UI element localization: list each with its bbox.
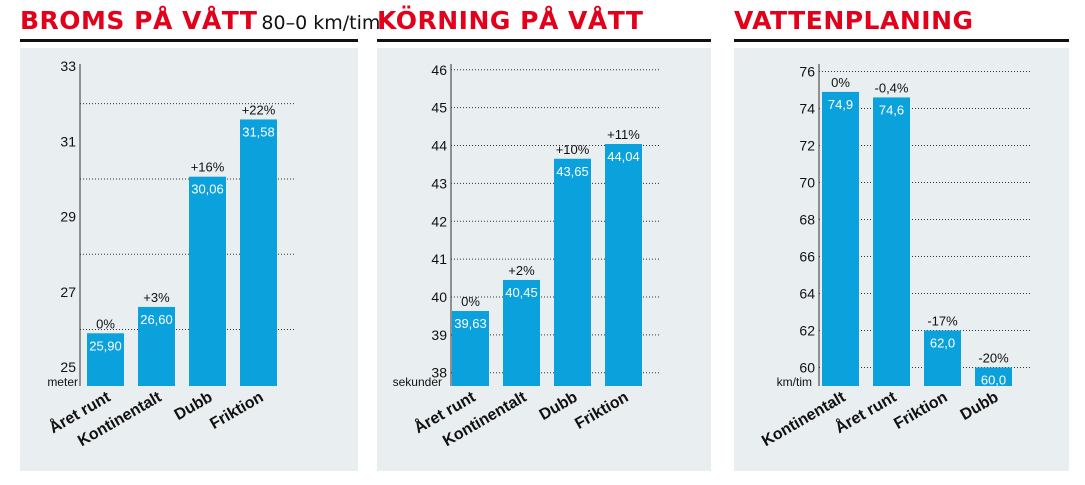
bar-chart-vattenplaning: 60 62 64 66 68 70 72 74 76 km/tim 74,9 0% Kontinenta… xyxy=(759,64,1030,450)
x-category-label: Kontinentalt xyxy=(759,388,849,450)
bar xyxy=(138,306,175,386)
bar-percent-label: -0,4% xyxy=(875,80,909,95)
bar xyxy=(554,158,591,386)
chart-title-row: KÖRNING PÅ VÅTT xyxy=(377,4,647,38)
bar-percent-label: 0% xyxy=(831,75,850,90)
bar-percent-label: +3% xyxy=(143,290,170,305)
y-tick-label: 66 xyxy=(799,249,815,265)
y-tick-label: 43 xyxy=(431,175,447,191)
y-tick-label: 60 xyxy=(799,360,815,376)
y-tick-label: 39 xyxy=(431,327,447,343)
chart-title-row: BROMS PÅ VÅTT 80–0 km/tim xyxy=(20,4,380,38)
bar-value-label: 25,90 xyxy=(89,338,122,353)
bar-value-label: 44,04 xyxy=(607,149,640,164)
bar-percent-label: -20% xyxy=(978,351,1009,366)
title-rule xyxy=(20,39,358,42)
bar-value-label: 39,63 xyxy=(454,316,487,331)
chart-panel-broms: BROMS PÅ VÅTT 80–0 km/tim 25 27 29 31 33 mete… xyxy=(20,0,380,485)
y-tick-label: 70 xyxy=(799,175,815,191)
bar-value-label: 62,0 xyxy=(930,336,955,351)
bar xyxy=(87,333,124,386)
bar xyxy=(240,119,277,386)
bar-percent-label: +22% xyxy=(242,102,276,117)
bar-percent-label: -17% xyxy=(927,314,958,329)
bar xyxy=(924,330,961,386)
bar xyxy=(975,367,1012,386)
y-tick-label: 42 xyxy=(431,213,447,229)
y-tick-label: 33 xyxy=(60,58,76,74)
y-tick-label: 29 xyxy=(60,209,76,225)
y-axis-label: km/tim xyxy=(777,375,812,389)
chart-title: VATTENPLANING xyxy=(734,6,974,35)
chart-panel-korning: KÖRNING PÅ VÅTT 38 39 40 41 42 43 44 45 46 sekund… xyxy=(377,0,717,485)
bar xyxy=(873,97,910,387)
x-category-label: Friktion xyxy=(572,389,631,433)
title-rule xyxy=(377,39,711,42)
x-category-label: Dubb xyxy=(958,389,1002,424)
bar-value-label: 40,45 xyxy=(505,285,538,300)
y-tick-label: 68 xyxy=(799,212,815,228)
bar xyxy=(452,311,489,386)
bar-value-label: 30,06 xyxy=(191,182,224,197)
x-category-label: Friktion xyxy=(891,389,950,433)
bar xyxy=(605,144,642,386)
bar-value-label: 31,58 xyxy=(242,124,275,139)
y-tick-label: 64 xyxy=(799,286,815,302)
title-rule xyxy=(734,39,1069,42)
bar-value-label: 43,65 xyxy=(556,164,589,179)
y-tick-label: 62 xyxy=(799,323,815,339)
bar-percent-label: +10% xyxy=(556,142,590,157)
y-tick-label: 40 xyxy=(431,289,447,305)
chart-title-row: VATTENPLANING xyxy=(734,4,978,38)
chart-title: BROMS PÅ VÅTT xyxy=(20,6,258,35)
bar-percent-label: +16% xyxy=(191,160,225,175)
bar-percent-label: +2% xyxy=(508,263,535,278)
bar-value-label: 60,0 xyxy=(981,373,1006,388)
bar-value-label: 26,60 xyxy=(140,312,173,327)
chart-title: KÖRNING PÅ VÅTT xyxy=(377,6,644,35)
y-tick-label: 72 xyxy=(799,138,815,154)
bar-percent-label: 0% xyxy=(96,316,115,331)
y-tick-label: 27 xyxy=(60,284,76,300)
chart-subtitle: 80–0 km/tim xyxy=(261,12,381,34)
bar-percent-label: +11% xyxy=(607,127,640,142)
bar-percent-label: 0% xyxy=(461,294,480,309)
chart-panel-vattenplaning: VATTENPLANING 60 62 64 66 68 70 72 74 76 km/tim 74… xyxy=(734,0,1074,485)
bar xyxy=(189,176,226,386)
bar xyxy=(822,91,859,387)
y-tick-label: 38 xyxy=(431,365,447,381)
y-axis-label: meter xyxy=(47,375,78,389)
y-tick-label: 25 xyxy=(60,359,76,375)
y-tick-label: 74 xyxy=(799,101,815,117)
bar-value-label: 74,6 xyxy=(879,102,904,117)
y-axis-label: sekunder xyxy=(393,375,442,389)
y-tick-label: 46 xyxy=(431,62,447,78)
y-tick-label: 45 xyxy=(431,100,447,116)
y-tick-label: 31 xyxy=(60,133,76,149)
x-category-label: Friktion xyxy=(207,389,266,433)
bar-value-label: 74,9 xyxy=(828,97,853,112)
bar xyxy=(503,279,540,386)
y-tick-label: 44 xyxy=(431,138,447,154)
y-tick-label: 41 xyxy=(431,251,447,267)
y-tick-label: 76 xyxy=(799,64,815,80)
